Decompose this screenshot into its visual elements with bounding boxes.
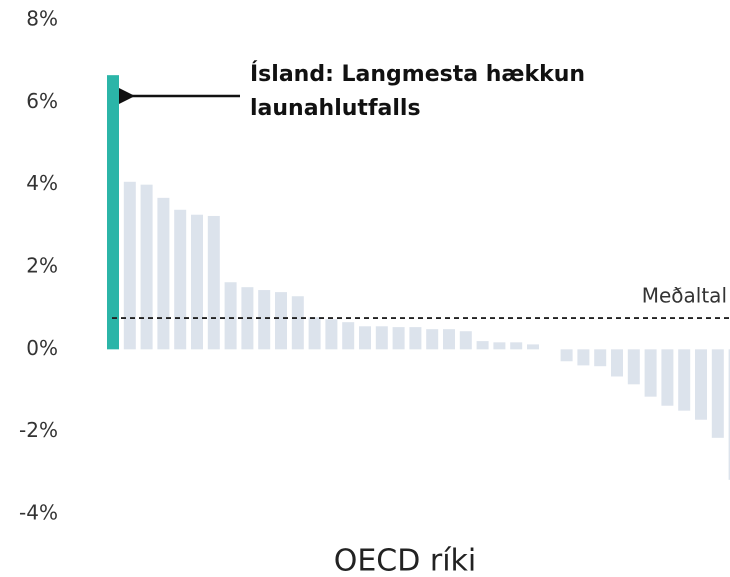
- bar: [207, 215, 220, 350]
- y-tick-label: 4%: [26, 171, 58, 195]
- bar: [123, 181, 136, 350]
- bar: [157, 197, 170, 350]
- bar: [224, 282, 237, 350]
- y-tick-label: -2%: [19, 418, 58, 442]
- bar: [426, 329, 439, 350]
- bar: [711, 349, 724, 438]
- bar: [191, 214, 203, 350]
- y-tick-label: 0%: [26, 336, 58, 360]
- bar: [510, 342, 523, 350]
- bar: [695, 349, 707, 420]
- y-tick-label: 2%: [26, 254, 58, 278]
- bar: [728, 349, 730, 480]
- y-tick-label: -4%: [19, 501, 58, 525]
- bar: [291, 296, 304, 350]
- bar: [678, 349, 691, 411]
- bar: [661, 349, 674, 406]
- bar: [493, 342, 506, 350]
- x-axis-label: OECD ríki: [334, 544, 477, 577]
- bar: [275, 292, 287, 350]
- bar: [644, 349, 657, 397]
- bar: [594, 349, 607, 367]
- y-tick-label: 8%: [26, 7, 58, 31]
- bar: [443, 329, 455, 350]
- bar: [527, 344, 539, 350]
- bar: [459, 331, 472, 350]
- bar: [375, 326, 388, 350]
- bar: [325, 319, 338, 350]
- bar: [611, 349, 623, 377]
- bar: [359, 326, 371, 350]
- bar: [560, 349, 573, 362]
- annotation: launahlutfalls: [250, 96, 421, 121]
- bar: [409, 327, 422, 350]
- mean-label: Meðaltal: [642, 284, 727, 308]
- y-tick-label: 6%: [26, 89, 58, 113]
- bar: [476, 341, 489, 350]
- bar: [342, 322, 355, 350]
- bar: [392, 327, 405, 350]
- bar: [577, 349, 590, 366]
- bar: [174, 209, 187, 350]
- annotation: Ísland: Langmesta hækkun: [250, 61, 585, 87]
- bar: [258, 290, 271, 350]
- bar: [308, 317, 321, 350]
- bar: [107, 75, 119, 350]
- bar: [140, 184, 153, 350]
- bar: [627, 349, 640, 385]
